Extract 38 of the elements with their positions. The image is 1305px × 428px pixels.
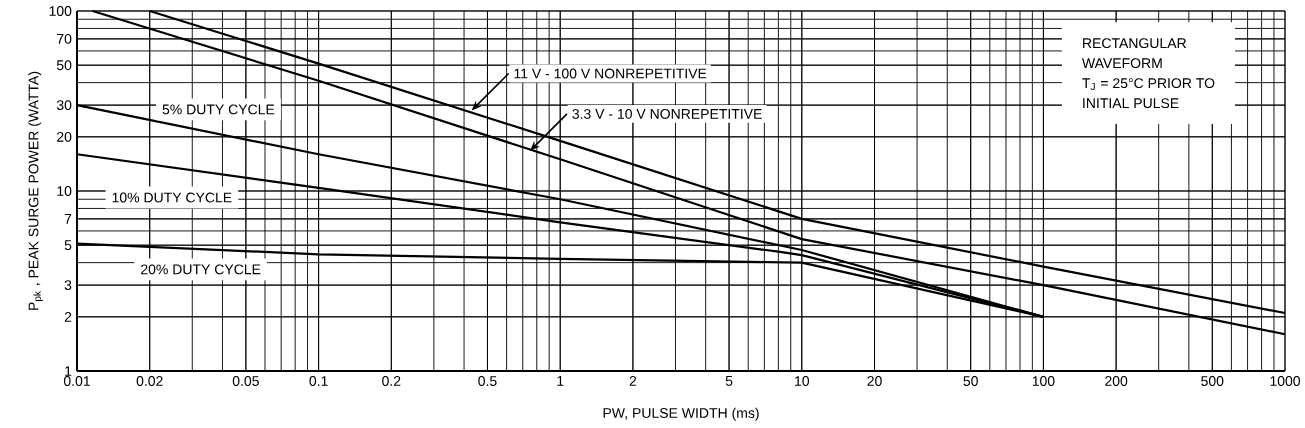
y-tick-label: 5 (64, 240, 72, 251)
y-tick-label: 7 (64, 214, 72, 224)
x-tick-label: 20 (867, 376, 882, 386)
y-tick-label: 30 (56, 100, 72, 111)
x-tick-label: 5 (725, 376, 733, 386)
y-tick-label: 20 (57, 131, 72, 142)
x-tick-label: 1000 (1270, 376, 1301, 386)
x-tick-label: 2 (629, 376, 637, 386)
x-tick-label: 100 (1032, 376, 1055, 386)
x-tick-label: 0.2 (382, 376, 401, 386)
x-axis-title: PW, PULSE WIDTH (ms) (603, 407, 759, 421)
y-tick-label: 1 (65, 366, 72, 376)
y-axis-title: P$_{pk}$ , PEAK SURGE POWER (WATTA) (28, 71, 43, 310)
y-tick-label: 3 (64, 280, 72, 291)
x-tick-label: 500 (1201, 376, 1224, 386)
annotation: RECTANGULAR (1083, 38, 1187, 49)
y-tick-label: 50 (56, 60, 72, 71)
annotation: INITIAL PULSE (1083, 98, 1179, 109)
y-tick-label: 10 (57, 186, 72, 196)
x-tick-label: 10 (795, 376, 810, 386)
y-tick-label: 70 (57, 33, 72, 44)
annotation: 11 V - 100 V NONREPETITIVE (514, 68, 707, 79)
series-label: 5% DUTY CYCLE (162, 104, 275, 115)
x-tick-label: 1 (557, 376, 564, 386)
x-tick-label: 200 (1105, 376, 1128, 386)
y-tick-label: 2 (64, 311, 72, 322)
annotation: 3.3 V - 10 V NONREPETITIVE (572, 108, 762, 119)
x-tick-label: 0.01 (63, 376, 90, 386)
x-tick-label: 0.02 (136, 376, 163, 386)
x-tick-label: 0.05 (232, 376, 259, 386)
series-label: 10% DUTY CYCLE (112, 192, 232, 203)
y-tick-label: 100 (49, 6, 72, 16)
annotation: T$_{J}$ = 25°C PRIOR TO (1082, 78, 1215, 91)
annotation: WAVEFORM (1081, 58, 1162, 69)
x-tick-label: 0.5 (478, 376, 497, 386)
x-tick-label: 0.1 (309, 376, 328, 386)
series-label: 20% DUTY CYCLE (141, 264, 261, 275)
x-tick-label: 50 (963, 376, 978, 386)
